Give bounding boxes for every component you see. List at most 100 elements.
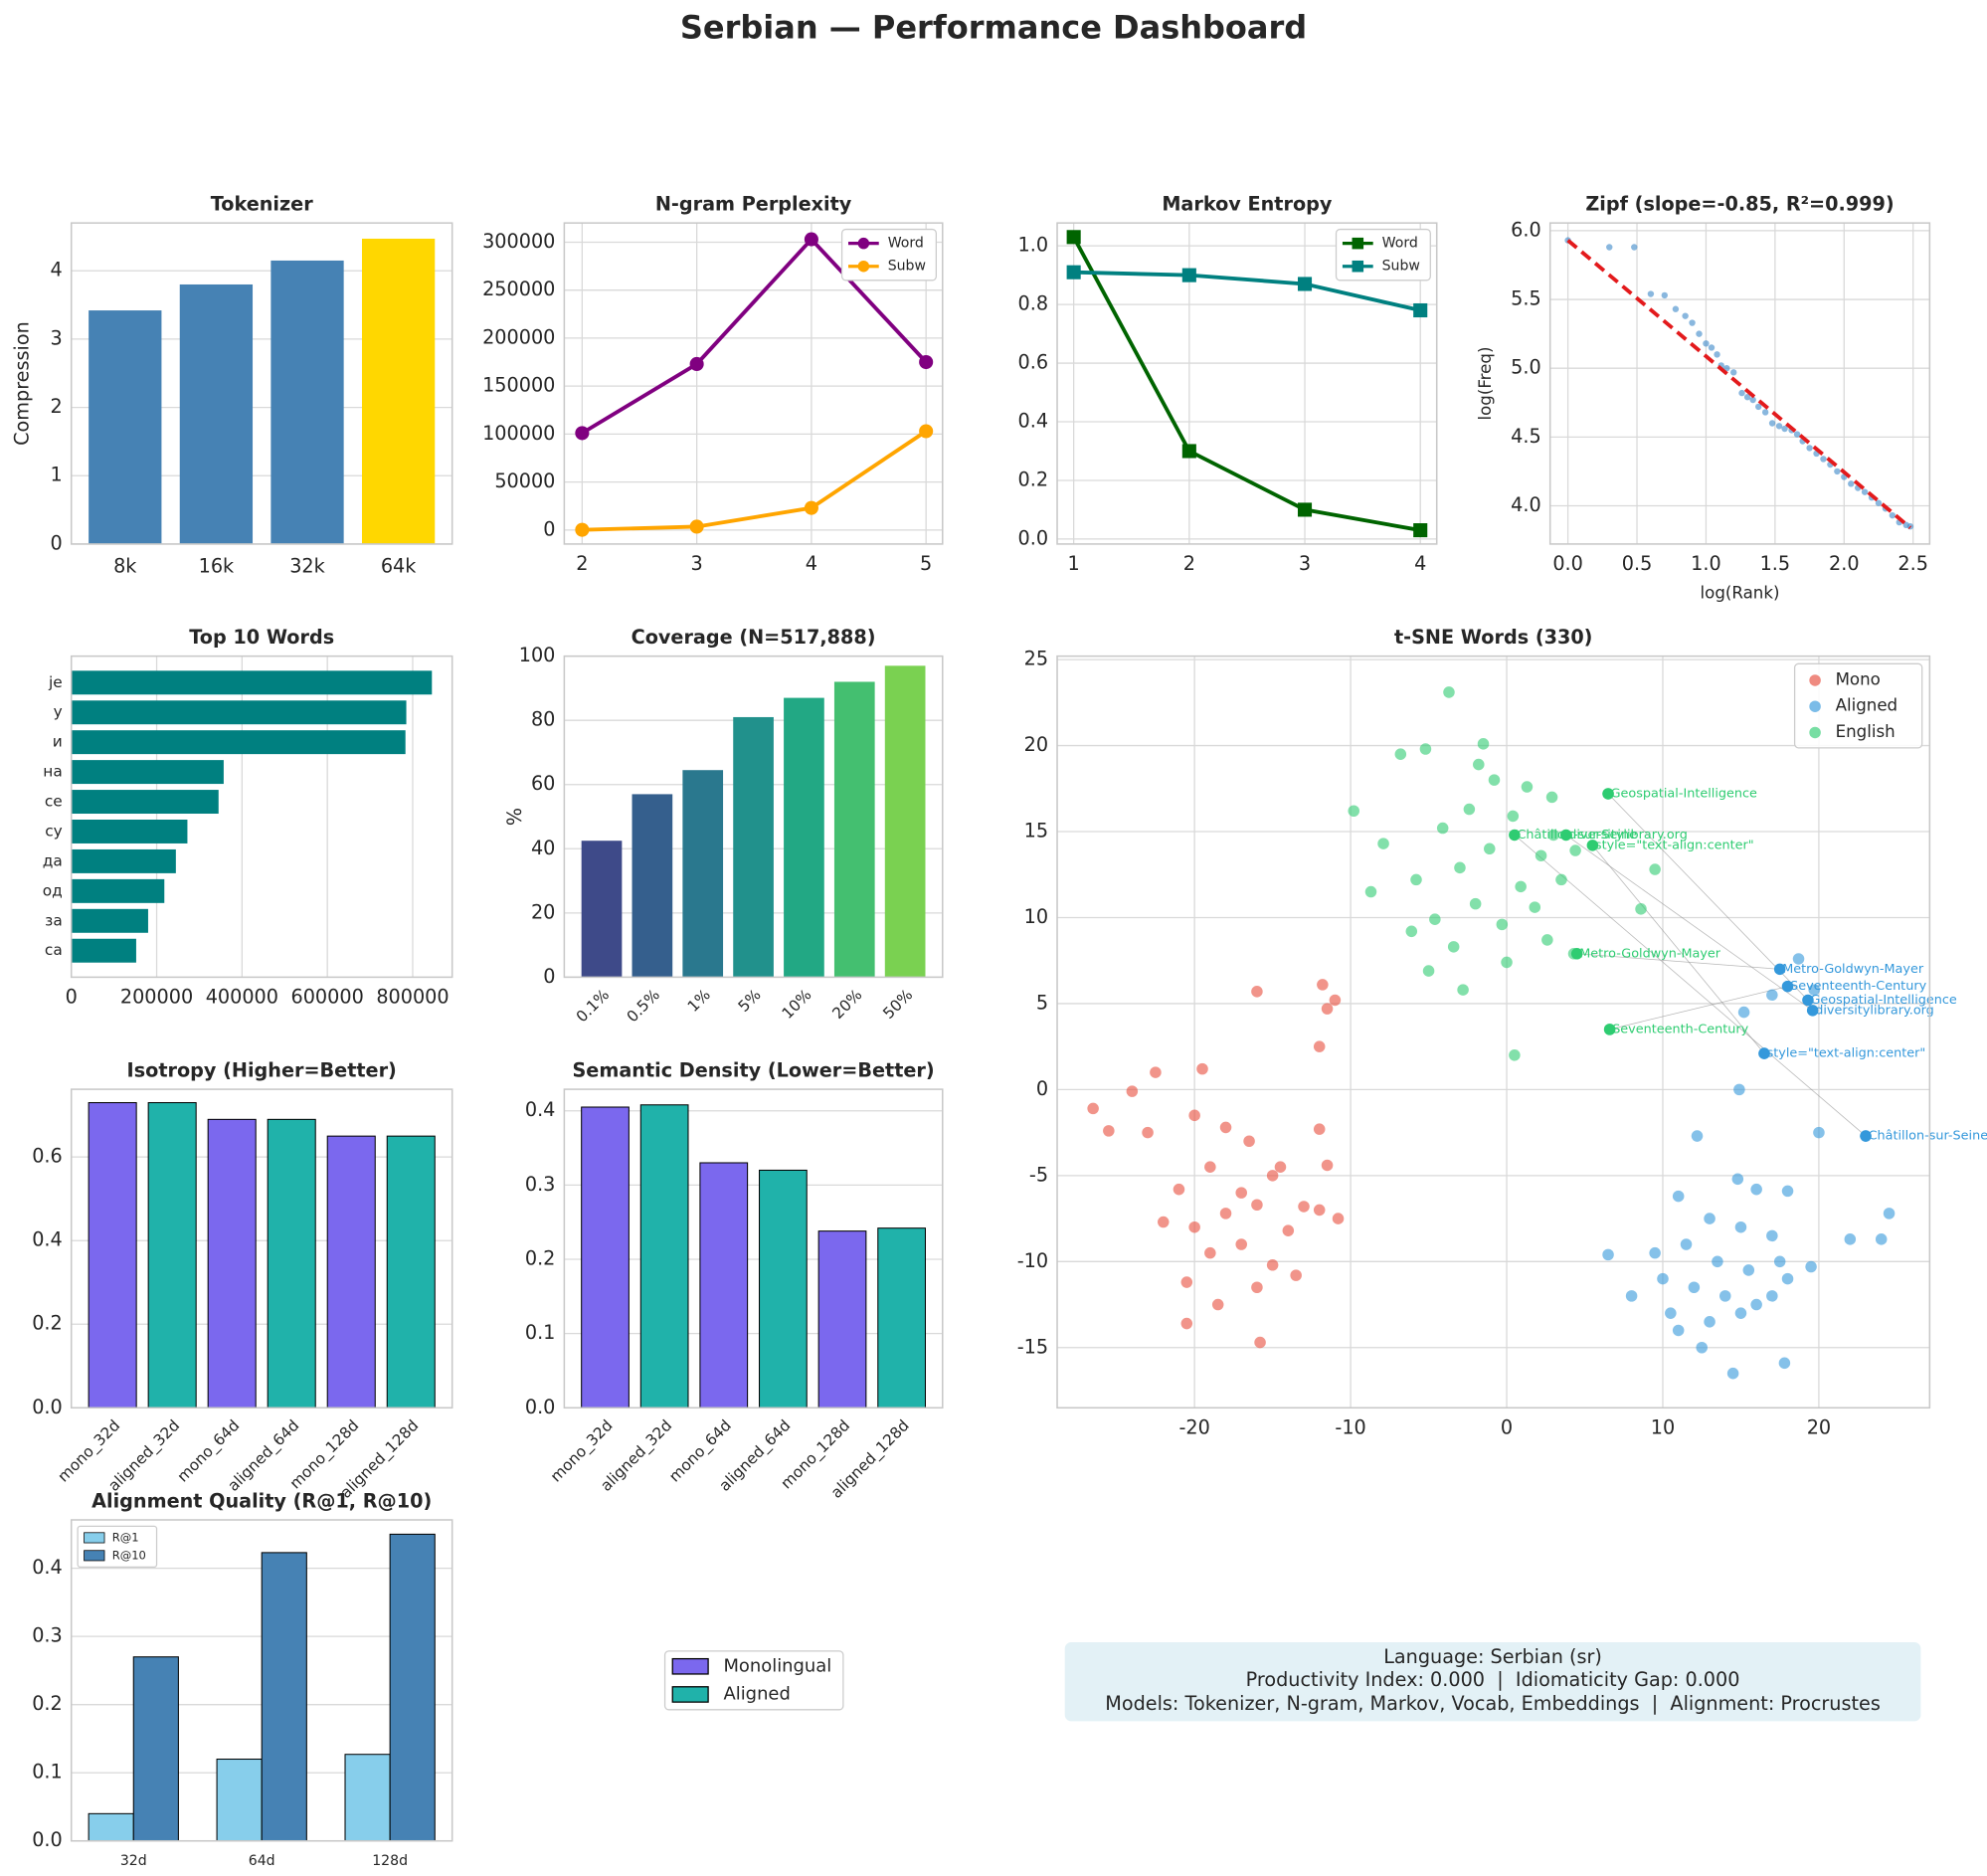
y-tick-label: 15 [1024, 820, 1048, 843]
y-tick-label: 0.6 [1018, 351, 1049, 374]
point [1457, 984, 1469, 996]
point [1535, 849, 1547, 861]
point [1602, 1248, 1614, 1261]
x-tick-label: 0.5 [1622, 552, 1653, 575]
y-tick-label: 0 [543, 517, 555, 540]
annotation-label: Geospatial-Intelligence [1811, 993, 1957, 1008]
point [1266, 1170, 1279, 1182]
y-tick-label: 100000 [482, 422, 555, 445]
annotated-point [1602, 788, 1614, 800]
annotated-point [1586, 840, 1599, 851]
legend-swatch [84, 1532, 105, 1544]
legend-marker [1352, 260, 1364, 273]
y-axis-label: log(Freq) [1476, 347, 1495, 421]
y-tick-label: 0.4 [525, 1098, 556, 1121]
x-tick-label: -10 [1335, 1415, 1365, 1438]
y-tick-label: и [53, 733, 63, 751]
point [1737, 1006, 1750, 1019]
y-tick-label: 50000 [494, 469, 555, 492]
point [1555, 873, 1567, 886]
y-tick-label: 1.0 [1018, 234, 1049, 257]
bar [817, 1230, 867, 1408]
y-axis-label: Compression [11, 321, 34, 446]
legend-marker [857, 260, 870, 273]
annotation-label: style="text-align:center" [1767, 1046, 1926, 1061]
x-tick-label: 1 [1068, 552, 1080, 575]
annotated-point [1802, 994, 1814, 1007]
legend-marker [1809, 674, 1821, 686]
panel-title: Isotropy (Higher=Better) [127, 1059, 397, 1082]
point [1488, 774, 1501, 786]
point [804, 232, 818, 247]
point [1181, 444, 1196, 459]
legend-marker [857, 237, 870, 250]
annotation-label: style="text-align:center" [1595, 838, 1754, 852]
y-tick-label: 10 [1024, 905, 1048, 928]
y-tick-label: 4 [51, 259, 63, 281]
annotation-label: Châtillon-sur-Seine [1517, 828, 1637, 843]
y-tick-label: 4.5 [1511, 425, 1541, 448]
bar [71, 730, 406, 755]
point [1282, 1224, 1295, 1236]
point [1691, 1130, 1704, 1142]
point [689, 519, 704, 534]
point [1181, 268, 1196, 282]
panel-title: Tokenizer [211, 193, 313, 216]
bar [361, 238, 436, 544]
x-tick-label: 64d [249, 1853, 275, 1869]
y-tick-label: 4.0 [1511, 493, 1541, 516]
bar [88, 1102, 137, 1408]
point [1196, 1062, 1208, 1075]
point [1742, 1264, 1755, 1276]
bar [581, 841, 623, 978]
x-tick-label: 32d [120, 1853, 147, 1869]
y-tick-label: се [45, 793, 63, 811]
y-tick-label: 0.8 [1018, 292, 1049, 315]
point [1413, 302, 1428, 318]
y-tick-label: je [48, 673, 63, 691]
point [1781, 1185, 1794, 1198]
panel-title: t-SNE Words (330) [1394, 626, 1593, 649]
point [1714, 351, 1720, 358]
point [1243, 1135, 1255, 1148]
series-line [1071, 236, 1421, 532]
point [1743, 394, 1751, 401]
legend-label: Mono [1836, 669, 1881, 688]
bar [89, 310, 162, 544]
point [1696, 1341, 1708, 1354]
annotated-point [1806, 1005, 1819, 1017]
y-tick-label: 20 [1024, 733, 1048, 756]
annotation-label: diversitylibrary.org [1568, 828, 1688, 843]
x-tick-label: 128d [372, 1853, 408, 1869]
fit-line [1566, 239, 1912, 530]
y-tick-label: 3 [51, 326, 63, 349]
axes-frame [563, 655, 944, 979]
y-tick-label: 0.3 [525, 1173, 556, 1196]
bar [733, 716, 774, 978]
y-tick-label: да [43, 851, 63, 869]
point [1180, 1317, 1193, 1330]
point [1477, 738, 1490, 750]
point [1321, 1003, 1334, 1015]
point [1509, 1049, 1521, 1061]
annotated-point [1758, 1047, 1770, 1059]
y-tick-label: у [54, 703, 63, 721]
y-tick-label: 0.3 [32, 1624, 63, 1647]
panel-title: Alignment Quality (R@1, R@10) [91, 1490, 432, 1513]
dashboard-title: Serbian — Performance Dashboard [680, 8, 1307, 46]
point [1766, 1290, 1778, 1302]
y-tick-label: 0.0 [32, 1828, 63, 1851]
point [1313, 1040, 1326, 1052]
point [1734, 1220, 1747, 1233]
point [1813, 1126, 1825, 1139]
point [919, 424, 934, 439]
point [1484, 843, 1496, 855]
y-tick-label: 2 [51, 395, 63, 418]
point [1704, 1213, 1716, 1224]
point [1297, 277, 1313, 291]
point [1726, 1367, 1739, 1380]
point [1631, 244, 1638, 251]
point [1413, 523, 1428, 538]
point [1793, 431, 1801, 438]
y-tick-label: 6.0 [1511, 218, 1541, 241]
